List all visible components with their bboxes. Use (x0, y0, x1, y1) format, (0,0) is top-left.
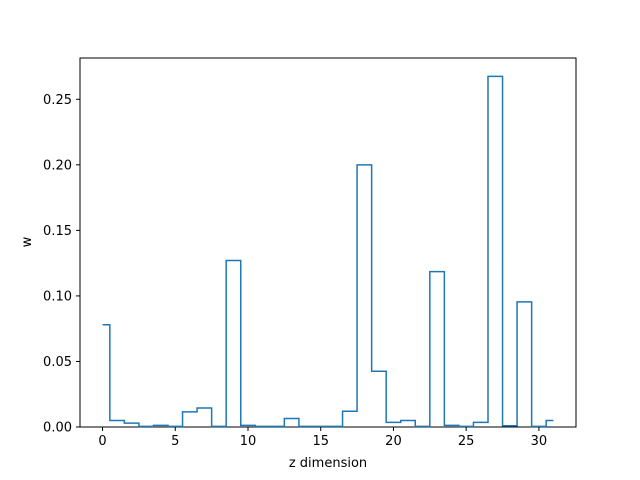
x-axis: 0 5 10 15 20 25 30 (98, 427, 547, 449)
x-tick-label: 30 (531, 434, 548, 449)
x-tick-label: 25 (458, 434, 475, 449)
axes-frame (79, 57, 577, 428)
x-tick-label: 5 (171, 434, 179, 449)
x-tick-label: 10 (240, 434, 257, 449)
x-tick-label: 20 (385, 434, 402, 449)
y-axis-label: w (20, 236, 35, 247)
x-tick-label: 15 (312, 434, 329, 449)
y-tick-label: 0.20 (43, 158, 72, 173)
y-tick-label: 0.15 (43, 224, 72, 239)
y-tick-label: 0.10 (43, 289, 72, 304)
x-tick-label: 0 (98, 434, 106, 449)
plot-area (79, 57, 577, 428)
y-tick-label: 0.05 (43, 355, 72, 370)
x-axis-label: z dimension (289, 456, 367, 471)
y-tick-label: 0.00 (43, 421, 72, 436)
y-tick-label: 0.25 (43, 93, 72, 108)
series-layer (102, 75, 554, 428)
y-axis: 0.00 0.05 0.10 0.15 0.20 0.25 (43, 93, 80, 436)
series-line-0 (102, 75, 554, 428)
